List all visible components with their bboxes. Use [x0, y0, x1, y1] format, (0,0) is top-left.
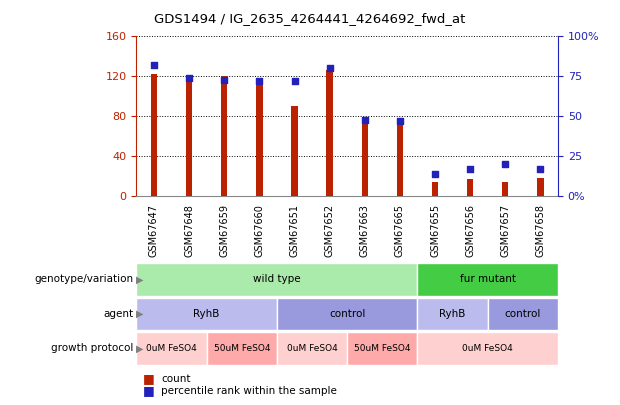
- Bar: [151, 75, 157, 196]
- Point: [360, 116, 370, 123]
- Point: [254, 78, 264, 85]
- Text: ▶: ▶: [136, 309, 143, 319]
- Bar: [488, 298, 558, 330]
- Text: RyhB: RyhB: [440, 309, 466, 319]
- Text: count: count: [161, 374, 191, 384]
- Point: [430, 171, 440, 177]
- Text: ■: ■: [143, 372, 154, 385]
- Point: [325, 65, 335, 72]
- Text: ▶: ▶: [136, 343, 143, 353]
- Text: 0uM FeSO4: 0uM FeSO4: [146, 344, 197, 353]
- Bar: [397, 119, 403, 196]
- Point: [465, 166, 475, 173]
- Text: growth protocol: growth protocol: [51, 343, 133, 353]
- Text: 0uM FeSO4: 0uM FeSO4: [463, 344, 513, 353]
- Text: control: control: [505, 309, 541, 319]
- Point: [395, 118, 405, 124]
- Text: ■: ■: [143, 384, 154, 397]
- Bar: [136, 298, 277, 330]
- Point: [500, 161, 510, 168]
- Point: [536, 166, 546, 173]
- Text: GDS1494 / IG_2635_4264441_4264692_fwd_at: GDS1494 / IG_2635_4264441_4264692_fwd_at: [154, 12, 466, 25]
- Text: 50uM FeSO4: 50uM FeSO4: [354, 344, 410, 353]
- Bar: [467, 179, 473, 196]
- Text: fur mutant: fur mutant: [460, 275, 516, 284]
- Text: agent: agent: [103, 309, 133, 319]
- Point: [184, 75, 194, 81]
- Point: [290, 78, 299, 85]
- Text: ▶: ▶: [136, 275, 143, 284]
- Bar: [327, 70, 333, 196]
- Point: [219, 77, 229, 83]
- Bar: [186, 81, 192, 196]
- Bar: [538, 179, 544, 196]
- Text: 0uM FeSO4: 0uM FeSO4: [286, 344, 337, 353]
- Bar: [432, 182, 438, 196]
- Bar: [221, 77, 228, 196]
- Text: percentile rank within the sample: percentile rank within the sample: [161, 386, 337, 396]
- Bar: [417, 298, 488, 330]
- Bar: [417, 332, 558, 364]
- Bar: [347, 332, 417, 364]
- Text: wild type: wild type: [253, 275, 301, 284]
- Bar: [502, 182, 508, 196]
- Bar: [417, 263, 558, 296]
- Text: control: control: [329, 309, 365, 319]
- Bar: [206, 332, 277, 364]
- Bar: [277, 332, 347, 364]
- Bar: [256, 83, 262, 196]
- Bar: [136, 263, 417, 296]
- Text: RyhB: RyhB: [193, 309, 220, 319]
- Point: [149, 62, 159, 68]
- Bar: [277, 298, 417, 330]
- Bar: [291, 107, 298, 196]
- Bar: [136, 332, 206, 364]
- Text: genotype/variation: genotype/variation: [34, 275, 133, 284]
- Bar: [361, 120, 368, 196]
- Text: 50uM FeSO4: 50uM FeSO4: [213, 344, 270, 353]
